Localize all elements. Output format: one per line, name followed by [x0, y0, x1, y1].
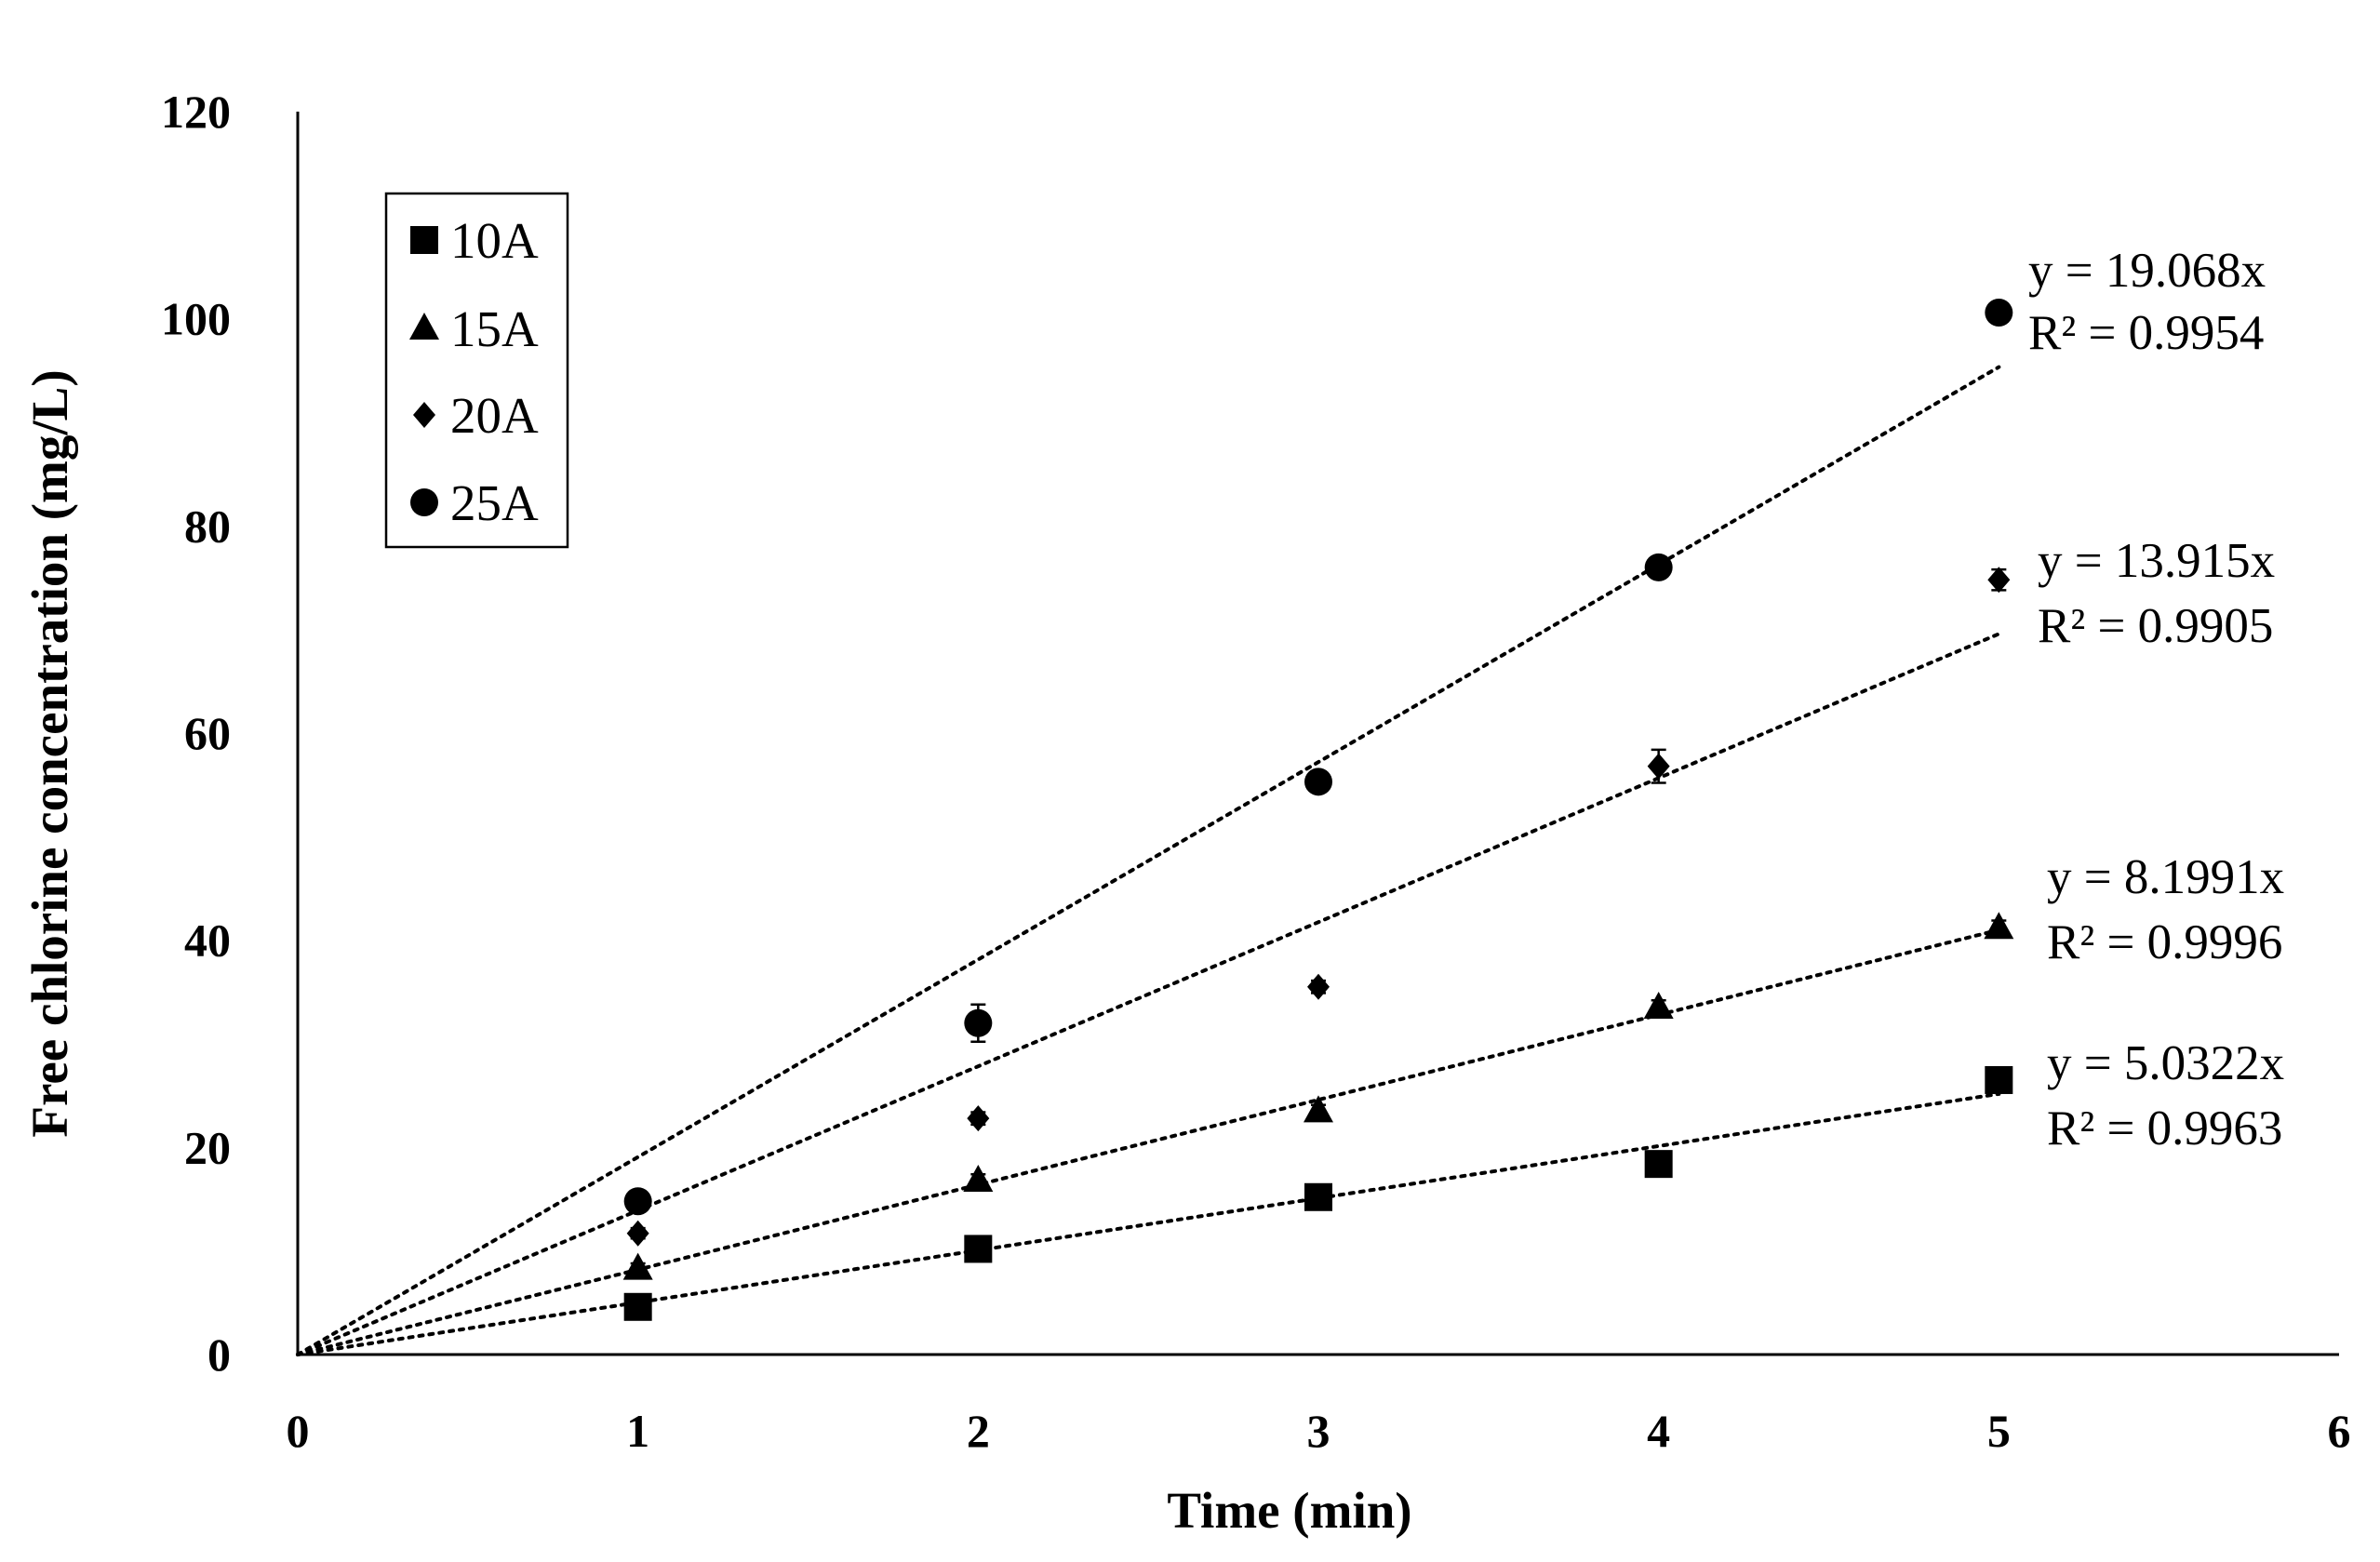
trendline-r2-10a: R² = 0.9963	[2047, 1101, 2282, 1155]
y-axis-title: Free chlorine concentration (mg/L)	[21, 369, 78, 1137]
data-point-25a	[1644, 553, 1673, 581]
legend-marker-20a	[413, 402, 435, 428]
trendline-equation-10a: y = 5.0322x	[2047, 1036, 2284, 1090]
y-tick-labels: 0 20 40 60 80 100 120	[161, 86, 231, 1381]
x-axis-title: Time (min)	[1167, 1482, 1411, 1539]
data-points	[622, 298, 2014, 1321]
data-point-15a	[1643, 992, 1674, 1020]
trendline-equations: y = 5.0322x R² = 0.9963 y = 8.1991x R² = 0.…	[2028, 244, 2284, 1155]
x-tick-label: 1	[626, 1405, 649, 1457]
trendline-20a	[296, 632, 2001, 1356]
y-tick-label: 100	[161, 293, 231, 345]
legend-label-15a: 15A	[450, 300, 539, 357]
x-tick-label: 0	[287, 1405, 310, 1457]
x-tick-label: 4	[1647, 1405, 1670, 1457]
data-point-10a	[1644, 1150, 1673, 1179]
y-tick-label: 20	[184, 1121, 231, 1173]
legend-marker-15a	[409, 313, 439, 340]
trendline-10a	[296, 1091, 2001, 1356]
trendline-equation-25a: y = 19.068x	[2028, 244, 2266, 298]
data-point-20a	[1307, 973, 1330, 1000]
x-tick-label: 6	[2328, 1405, 2351, 1457]
data-point-25a	[1304, 768, 1332, 796]
trendline-equation-20a: y = 13.915x	[2038, 534, 2275, 588]
x-tick-label: 2	[967, 1405, 990, 1457]
data-point-20a	[1987, 567, 2011, 594]
data-point-20a	[1647, 753, 1670, 780]
data-point-25a	[623, 1187, 652, 1216]
data-point-10a	[623, 1292, 652, 1321]
data-point-15a	[622, 1252, 653, 1280]
x-tick-labels: 0 1 2 3 4 5 6	[287, 1405, 2351, 1457]
data-point-20a	[967, 1105, 990, 1132]
legend-label-10a: 10A	[450, 212, 539, 269]
data-point-25a	[1985, 298, 2013, 327]
trendline-r2-20a: R² = 0.9905	[2038, 599, 2273, 653]
y-tick-label: 0	[207, 1328, 231, 1381]
x-tick-label: 5	[1987, 1405, 2011, 1457]
axes	[296, 112, 2339, 1356]
legend-label-20a: 20A	[450, 387, 539, 444]
y-tick-label: 80	[184, 500, 231, 552]
x-tick-label: 3	[1307, 1405, 1330, 1457]
legend: 10A 15A 20A 25A	[384, 192, 569, 549]
data-point-10a	[1985, 1065, 2013, 1094]
data-point-10a	[1304, 1182, 1332, 1211]
y-tick-label: 40	[184, 915, 231, 967]
trendline-25a	[296, 365, 2001, 1356]
data-point-15a	[1984, 912, 2014, 940]
data-point-10a	[964, 1235, 993, 1263]
trendline-r2-25a: R² = 0.9954	[2028, 306, 2264, 360]
legend-marker-10a	[410, 226, 438, 254]
trendline-r2-15a: R² = 0.9996	[2047, 915, 2282, 969]
data-point-25a	[964, 1008, 993, 1037]
data-point-15a	[963, 1164, 994, 1192]
data-point-20a	[626, 1220, 649, 1247]
data-point-15a	[1304, 1095, 1333, 1123]
legend-label-25a: 25A	[450, 474, 539, 531]
trendline-equation-15a: y = 8.1991x	[2047, 850, 2284, 904]
y-tick-label: 60	[184, 707, 231, 759]
y-tick-label: 120	[161, 86, 231, 138]
legend-marker-25a	[410, 488, 438, 516]
trendlines	[296, 365, 2001, 1356]
